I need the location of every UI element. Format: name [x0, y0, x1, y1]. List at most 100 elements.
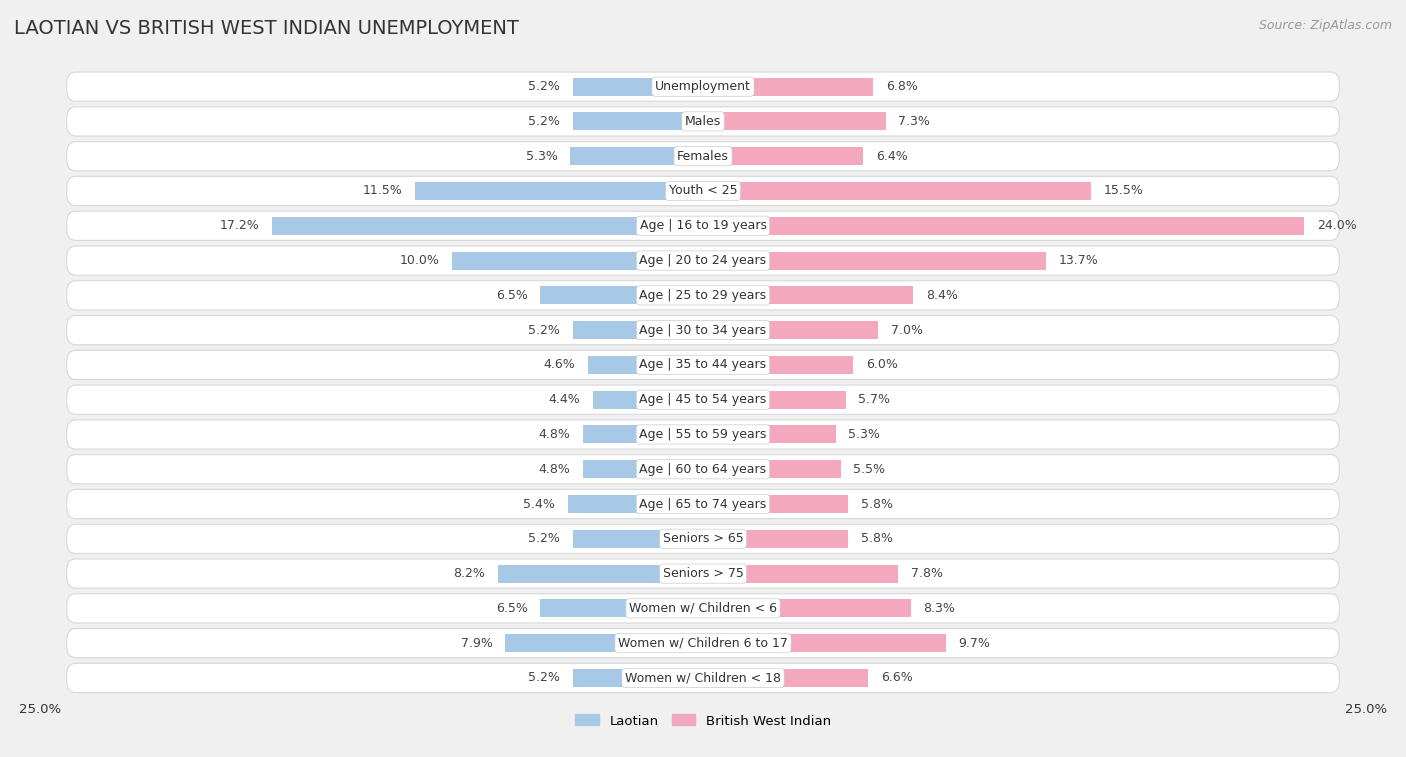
Text: 13.7%: 13.7%: [1059, 254, 1098, 267]
Text: 17.2%: 17.2%: [219, 220, 260, 232]
FancyBboxPatch shape: [66, 628, 1340, 658]
Bar: [703, 286, 914, 304]
Text: Age | 25 to 29 years: Age | 25 to 29 years: [640, 289, 766, 302]
FancyBboxPatch shape: [66, 107, 1340, 136]
Bar: [703, 217, 1305, 235]
Bar: [453, 251, 703, 269]
Text: 4.8%: 4.8%: [538, 463, 571, 475]
Text: 8.2%: 8.2%: [453, 567, 485, 580]
Bar: [593, 391, 703, 409]
Text: 7.3%: 7.3%: [898, 115, 931, 128]
Text: Age | 55 to 59 years: Age | 55 to 59 years: [640, 428, 766, 441]
Bar: [703, 425, 835, 444]
FancyBboxPatch shape: [66, 385, 1340, 414]
Bar: [572, 112, 703, 130]
FancyBboxPatch shape: [66, 524, 1340, 553]
Text: Women w/ Children 6 to 17: Women w/ Children 6 to 17: [619, 637, 787, 650]
Bar: [582, 460, 703, 478]
Text: Age | 45 to 54 years: Age | 45 to 54 years: [640, 393, 766, 407]
Text: Seniors > 75: Seniors > 75: [662, 567, 744, 580]
FancyBboxPatch shape: [66, 176, 1340, 206]
Text: 5.2%: 5.2%: [529, 671, 560, 684]
Text: 25.0%: 25.0%: [1344, 703, 1386, 716]
Text: Source: ZipAtlas.com: Source: ZipAtlas.com: [1258, 19, 1392, 32]
Bar: [703, 495, 848, 513]
Text: Age | 65 to 74 years: Age | 65 to 74 years: [640, 497, 766, 510]
FancyBboxPatch shape: [66, 663, 1340, 693]
Text: 5.8%: 5.8%: [860, 532, 893, 545]
Text: 5.4%: 5.4%: [523, 497, 555, 510]
Text: Age | 60 to 64 years: Age | 60 to 64 years: [640, 463, 766, 475]
Bar: [703, 460, 841, 478]
Text: 5.7%: 5.7%: [858, 393, 890, 407]
Bar: [571, 147, 703, 165]
FancyBboxPatch shape: [66, 559, 1340, 588]
Text: 7.9%: 7.9%: [461, 637, 492, 650]
Text: Unemployment: Unemployment: [655, 80, 751, 93]
Bar: [572, 669, 703, 687]
Bar: [540, 286, 703, 304]
FancyBboxPatch shape: [66, 316, 1340, 344]
Bar: [582, 425, 703, 444]
Text: 6.4%: 6.4%: [876, 150, 908, 163]
Bar: [703, 391, 846, 409]
Bar: [568, 495, 703, 513]
Bar: [703, 669, 869, 687]
Bar: [572, 530, 703, 548]
Bar: [540, 600, 703, 618]
Text: 5.8%: 5.8%: [860, 497, 893, 510]
Text: 6.0%: 6.0%: [866, 358, 897, 372]
Text: 4.4%: 4.4%: [548, 393, 581, 407]
FancyBboxPatch shape: [66, 420, 1340, 449]
Bar: [703, 251, 1046, 269]
Text: 25.0%: 25.0%: [20, 703, 62, 716]
Text: LAOTIAN VS BRITISH WEST INDIAN UNEMPLOYMENT: LAOTIAN VS BRITISH WEST INDIAN UNEMPLOYM…: [14, 19, 519, 38]
Text: 15.5%: 15.5%: [1104, 185, 1143, 198]
Text: 7.8%: 7.8%: [911, 567, 943, 580]
FancyBboxPatch shape: [66, 246, 1340, 275]
Bar: [703, 634, 946, 653]
FancyBboxPatch shape: [66, 72, 1340, 101]
Text: 5.3%: 5.3%: [526, 150, 558, 163]
Text: Age | 30 to 34 years: Age | 30 to 34 years: [640, 323, 766, 337]
Text: Women w/ Children < 18: Women w/ Children < 18: [626, 671, 780, 684]
Bar: [273, 217, 703, 235]
Text: Youth < 25: Youth < 25: [669, 185, 737, 198]
Text: 6.8%: 6.8%: [886, 80, 918, 93]
FancyBboxPatch shape: [66, 593, 1340, 623]
Bar: [703, 182, 1091, 200]
FancyBboxPatch shape: [66, 490, 1340, 519]
Bar: [703, 530, 848, 548]
Text: Age | 20 to 24 years: Age | 20 to 24 years: [640, 254, 766, 267]
FancyBboxPatch shape: [66, 281, 1340, 310]
Text: Age | 16 to 19 years: Age | 16 to 19 years: [640, 220, 766, 232]
Bar: [703, 600, 911, 618]
FancyBboxPatch shape: [66, 211, 1340, 241]
Legend: Laotian, British West Indian: Laotian, British West Indian: [569, 709, 837, 733]
Text: 5.5%: 5.5%: [853, 463, 886, 475]
Text: 6.5%: 6.5%: [496, 602, 527, 615]
Text: 8.4%: 8.4%: [927, 289, 957, 302]
Bar: [703, 147, 863, 165]
Text: 8.3%: 8.3%: [924, 602, 955, 615]
Bar: [703, 321, 879, 339]
Bar: [703, 356, 853, 374]
FancyBboxPatch shape: [66, 455, 1340, 484]
Bar: [415, 182, 703, 200]
Bar: [703, 78, 873, 95]
Text: 5.3%: 5.3%: [848, 428, 880, 441]
Text: 7.0%: 7.0%: [891, 323, 922, 337]
Text: 6.6%: 6.6%: [882, 671, 912, 684]
Bar: [498, 565, 703, 583]
Text: Age | 35 to 44 years: Age | 35 to 44 years: [640, 358, 766, 372]
Text: 5.2%: 5.2%: [529, 323, 560, 337]
Bar: [572, 321, 703, 339]
FancyBboxPatch shape: [66, 350, 1340, 379]
Text: 24.0%: 24.0%: [1317, 220, 1357, 232]
Text: 10.0%: 10.0%: [401, 254, 440, 267]
FancyBboxPatch shape: [66, 142, 1340, 171]
Text: 5.2%: 5.2%: [529, 80, 560, 93]
Text: Seniors > 65: Seniors > 65: [662, 532, 744, 545]
Text: Males: Males: [685, 115, 721, 128]
Text: 5.2%: 5.2%: [529, 115, 560, 128]
